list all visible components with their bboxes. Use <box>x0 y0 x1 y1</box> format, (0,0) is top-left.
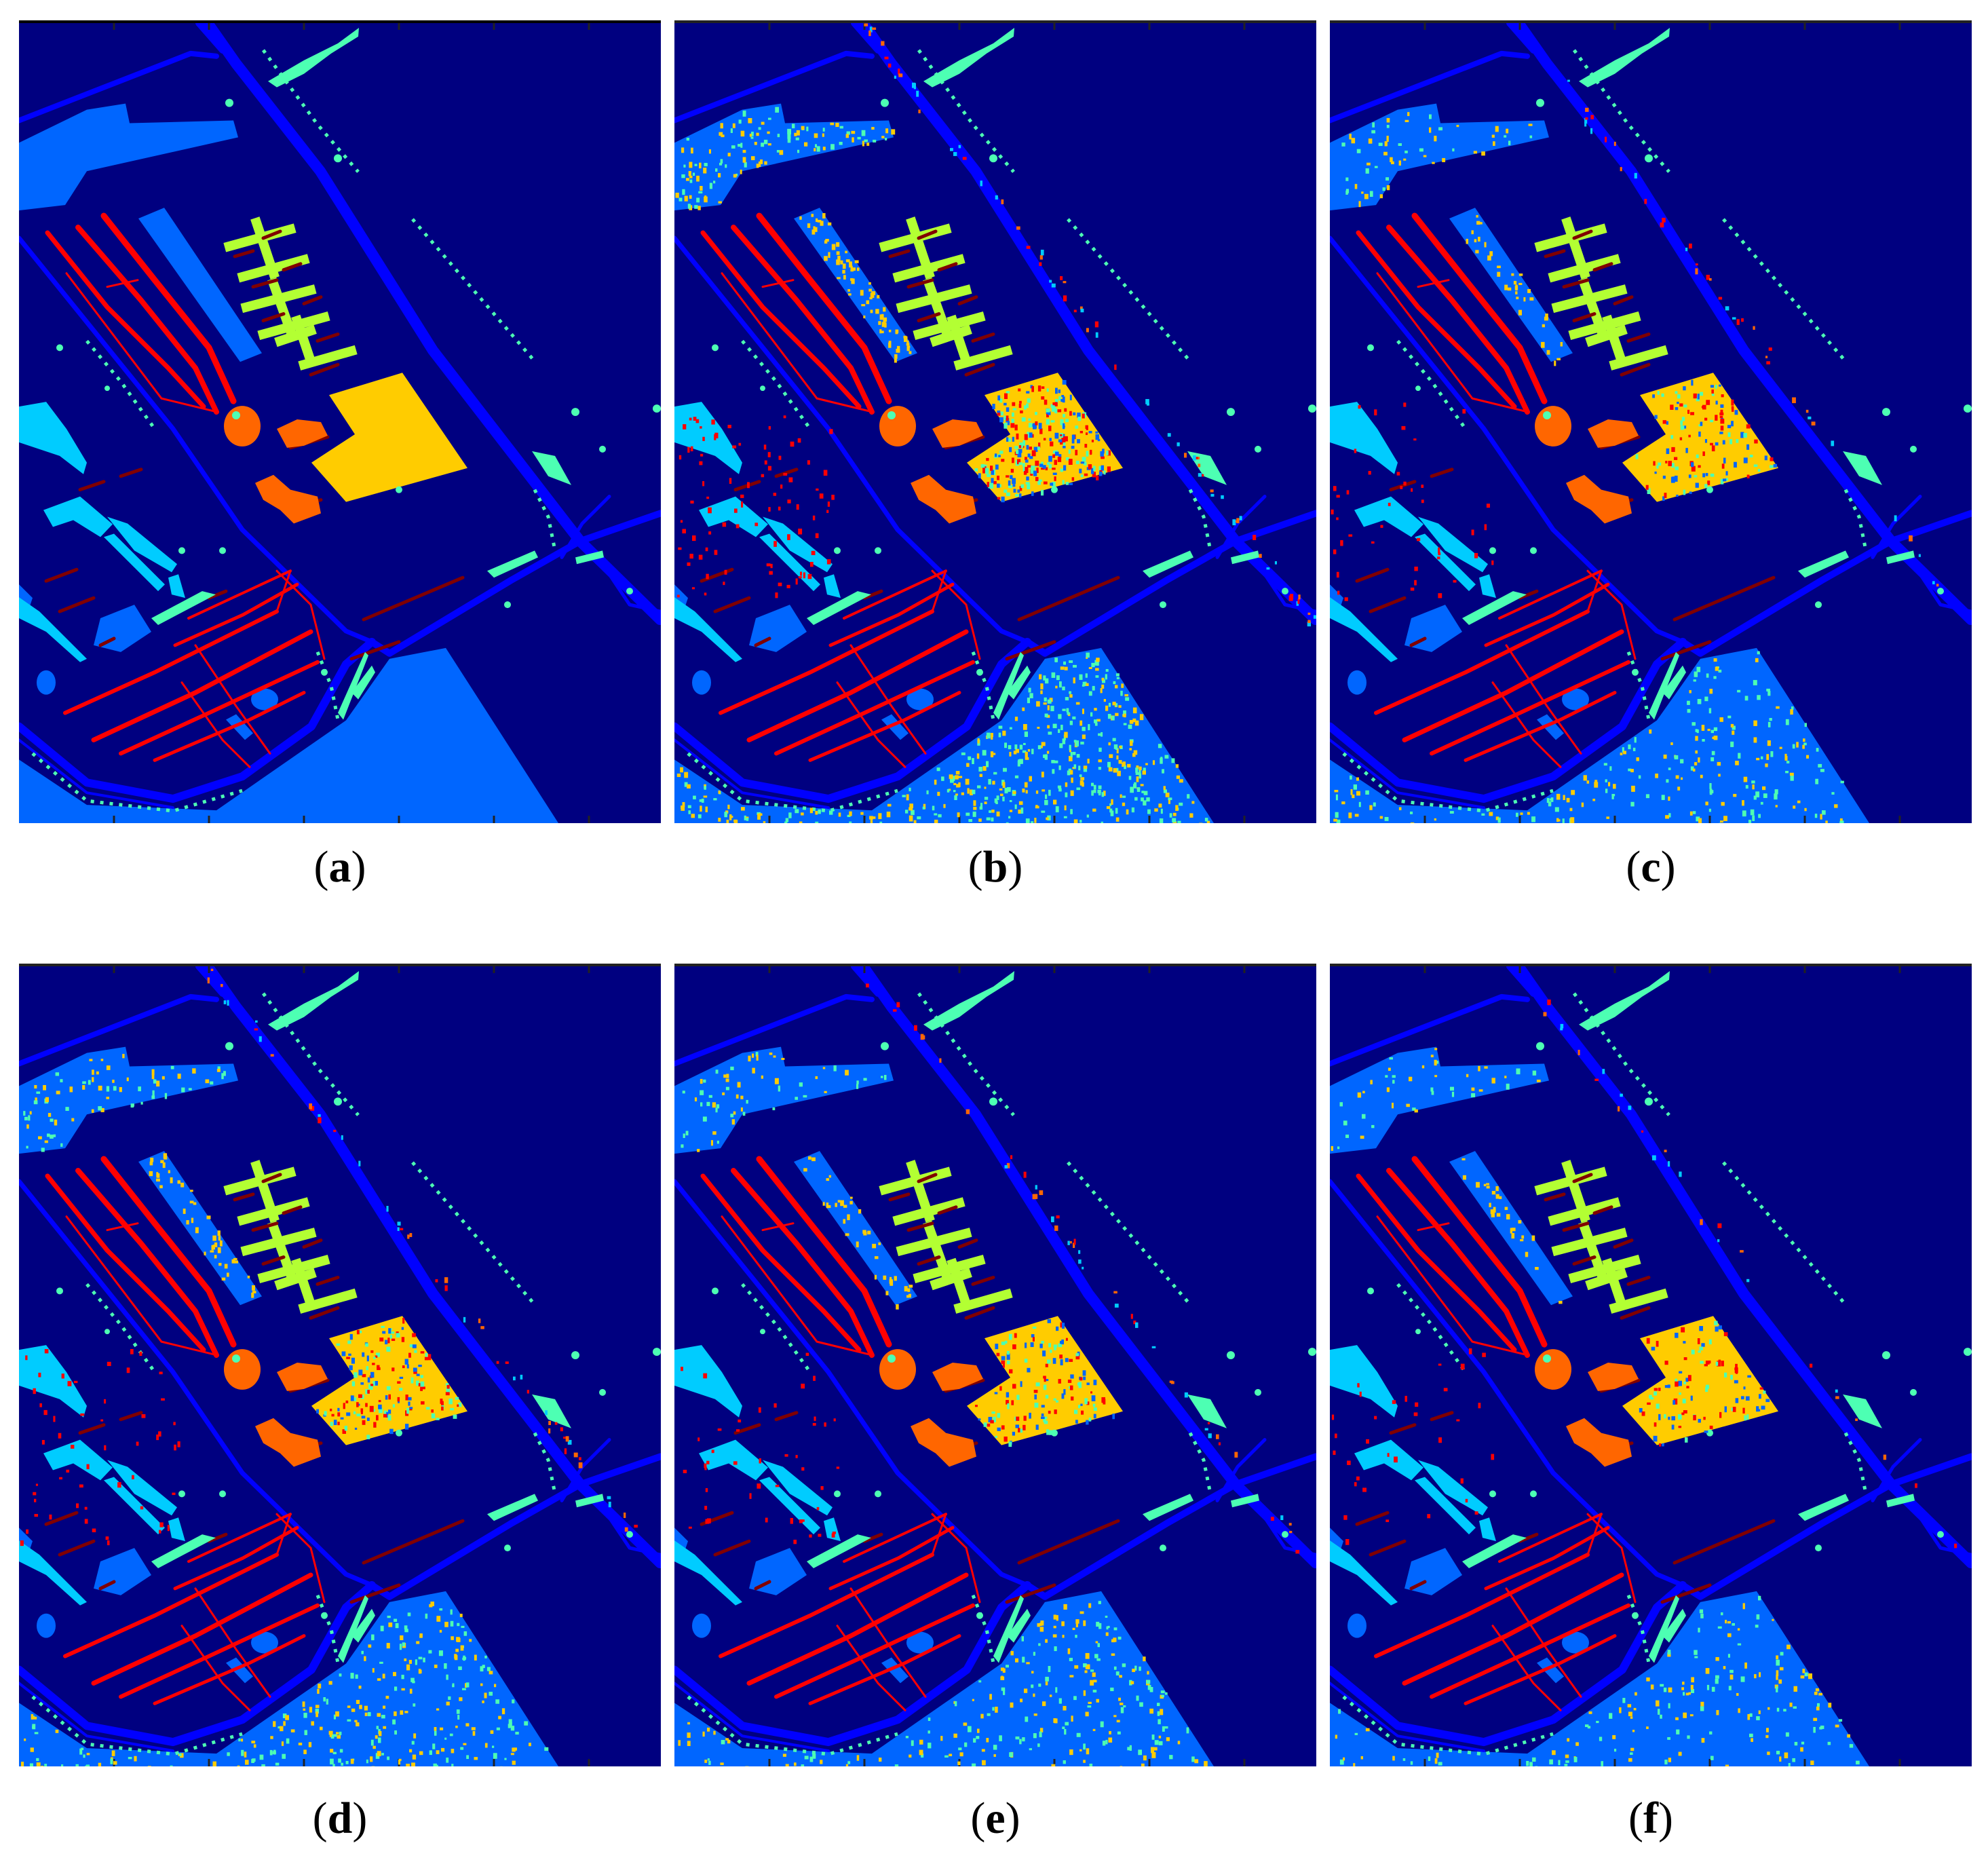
caption-e: (e) <box>970 1794 1020 1843</box>
classification-map-c <box>1330 20 1972 823</box>
caption-letter: a <box>328 842 351 892</box>
map-image <box>674 23 1316 823</box>
map-image <box>674 966 1316 1766</box>
caption-letter: d <box>327 1794 353 1843</box>
classification-map-d <box>19 964 661 1766</box>
caption-b: (b) <box>968 842 1023 892</box>
caption-c: (c) <box>1626 842 1676 892</box>
caption-letter: f <box>1643 1794 1658 1843</box>
classification-map-b <box>674 20 1316 823</box>
caption-f: (f) <box>1628 1794 1673 1843</box>
caption-letter: c <box>1641 842 1661 892</box>
caption-letter: e <box>985 1794 1006 1843</box>
caption-a: (a) <box>313 842 366 892</box>
map-image <box>1330 23 1972 823</box>
classification-map-e <box>674 964 1316 1766</box>
map-image <box>19 966 661 1766</box>
map-image <box>19 23 661 823</box>
classification-map-f <box>1330 964 1972 1766</box>
caption-letter: b <box>982 842 1008 892</box>
classification-map-a <box>19 20 661 823</box>
caption-d: (d) <box>312 1794 368 1843</box>
map-image <box>1330 966 1972 1766</box>
